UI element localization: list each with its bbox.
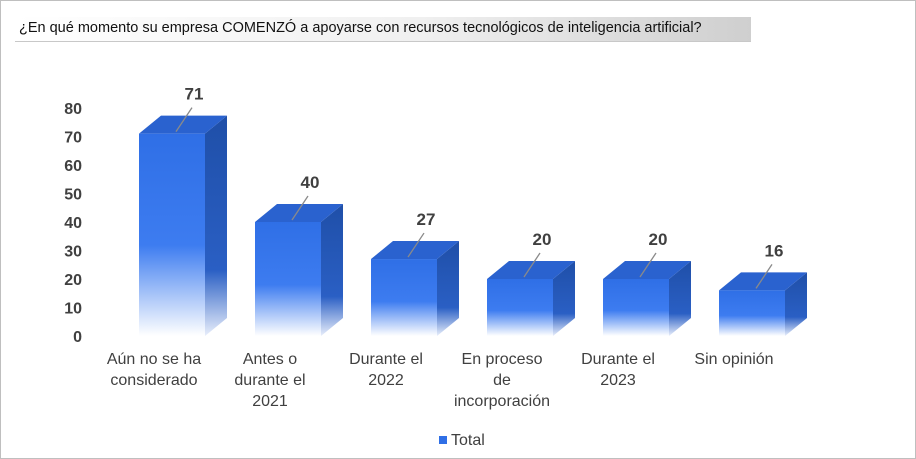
bar-side (553, 261, 575, 336)
y-axis: 0 10 20 30 40 50 60 70 80 (64, 101, 82, 346)
y-tick-label: 60 (64, 158, 82, 175)
bar (371, 259, 437, 336)
bar-top (719, 272, 807, 291)
category-label: En proceso de incorporación (454, 351, 550, 410)
category-label-line: Durante el (349, 351, 423, 368)
bar-top (603, 261, 691, 279)
category-label-line: Sin opinión (694, 351, 773, 368)
bar-side (437, 241, 459, 336)
category-label: Durante el 2023 (581, 351, 655, 389)
data-label-leader (639, 252, 657, 278)
category-label-line: de (493, 372, 511, 389)
category-labels: Aún no se ha considerado Antes o durante el… (107, 351, 774, 410)
category-label-line: En proceso (462, 351, 543, 368)
y-tick-label: 40 (64, 215, 82, 232)
bar (603, 279, 669, 336)
bars-group: 71 40 27 20 20 16 (139, 85, 807, 337)
chart-title: ¿En qué momento su empresa COMENZÓ a apo… (19, 20, 702, 36)
bar-top (139, 115, 227, 134)
bar-top (487, 261, 575, 279)
category-label-line: 2023 (600, 372, 636, 389)
bar-top (371, 241, 459, 260)
y-tick-label: 0 (73, 329, 82, 346)
category-label-line: Antes o (243, 351, 297, 368)
bar (255, 222, 321, 336)
category-label-line: 2021 (252, 393, 288, 410)
data-label: 40 (301, 173, 320, 192)
category-label-line: durante el (234, 372, 305, 389)
bar-side (669, 261, 691, 336)
data-label: 71 (185, 85, 204, 104)
category-label-line: Aún no se ha (107, 351, 201, 368)
data-label-leader (175, 107, 193, 133)
y-tick-label: 50 (64, 187, 82, 204)
bar-side (205, 115, 227, 337)
category-label-line: considerado (110, 372, 197, 389)
bar-side (785, 272, 807, 336)
y-tick-label: 30 (64, 244, 82, 261)
data-label: 20 (649, 230, 668, 249)
data-label: 16 (765, 241, 784, 260)
data-label: 20 (533, 230, 552, 249)
bar (719, 290, 785, 336)
chart-title-bar: ¿En qué momento su empresa COMENZÓ a apo… (15, 17, 751, 42)
data-label-leader (523, 252, 541, 278)
y-tick-label: 10 (64, 301, 82, 318)
data-label-leader (755, 264, 773, 289)
y-tick-label: 70 (64, 130, 82, 147)
category-label-line: 2022 (368, 372, 404, 389)
y-tick-label: 80 (64, 101, 82, 118)
category-label: Antes o durante el 2021 (234, 351, 305, 410)
bar (139, 133, 205, 336)
category-label-line: Durante el (581, 351, 655, 368)
category-label: Aún no se ha considerado (107, 351, 201, 389)
bar-side (321, 204, 343, 336)
category-label: Durante el 2022 (349, 351, 423, 389)
data-label: 27 (417, 210, 436, 229)
legend-label: Total (451, 432, 485, 449)
category-label: Sin opinión (694, 351, 773, 368)
data-label-leader (407, 232, 425, 258)
y-tick-label: 20 (64, 272, 82, 289)
legend-swatch (439, 436, 447, 444)
legend: Total (439, 432, 485, 449)
bar-top (255, 204, 343, 222)
data-label-leader (291, 195, 309, 221)
category-label-line: incorporación (454, 393, 550, 410)
bar (487, 279, 553, 336)
